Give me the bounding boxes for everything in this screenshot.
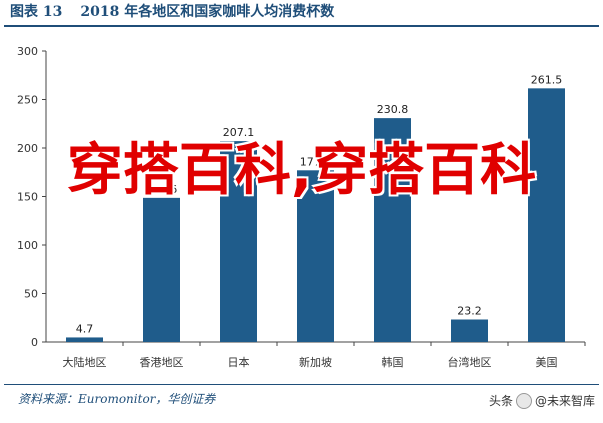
y-tick-label: 150 [17,191,38,204]
figure-title-bar: 图表 13 2018 年各地区和国家咖啡人均消费杯数 [4,0,599,22]
data-label: 23.2 [457,304,482,317]
data-label: 177.0 [300,155,332,168]
bar [528,88,565,342]
x-tick-label: 台湾地区 [448,355,492,369]
footer-divider [4,384,599,385]
value-labels: 4.7 148.6 207.1 177.0 230.8 23.2 261.5 [76,73,563,335]
data-label: 207.1 [223,126,255,139]
x-tick-label: 日本 [228,355,250,369]
brand-prefix: 头条 [488,394,513,408]
x-tick-label: 新加坡 [299,355,332,369]
bar [374,118,411,343]
y-tick-label: 200 [17,142,38,155]
bar [297,170,334,342]
y-tick-label: 300 [17,45,38,58]
data-label: 4.7 [76,322,94,335]
data-label: 230.8 [377,103,409,116]
bar [143,197,180,342]
data-label: 261.5 [531,73,563,86]
y-tick-label: 50 [24,288,38,301]
x-axis: 大陆地区 香港地区 日本 新加坡 韩国 台湾地区 美国 [46,341,586,369]
x-tick-label: 韩国 [382,355,404,369]
bar [451,319,488,342]
y-tick-label: 100 [17,239,38,252]
data-label: 148.6 [146,183,178,196]
brand-badge: 头条 @未来智库 [489,392,595,409]
x-tick-label: 大陆地区 [63,355,107,369]
bar [66,337,103,342]
chart-title: 2018 年各地区和国家咖啡人均消费杯数 [80,4,335,20]
bar [220,141,257,342]
y-tick-label: 0 [31,336,38,349]
y-tick-label: 250 [17,94,38,107]
title-divider [4,25,599,27]
source-note: 资料来源：Euromonitor，华创证券 [18,392,216,406]
y-axis: 0 50 100 150 200 250 300 [17,45,47,349]
x-tick-label: 香港地区 [140,356,184,369]
figure-label: 图表 13 [10,4,63,20]
brand-name: @未来智库 [534,394,595,408]
brand-logo-icon [515,392,532,409]
x-tick-label: 美国 [536,356,558,369]
bars [66,88,565,343]
